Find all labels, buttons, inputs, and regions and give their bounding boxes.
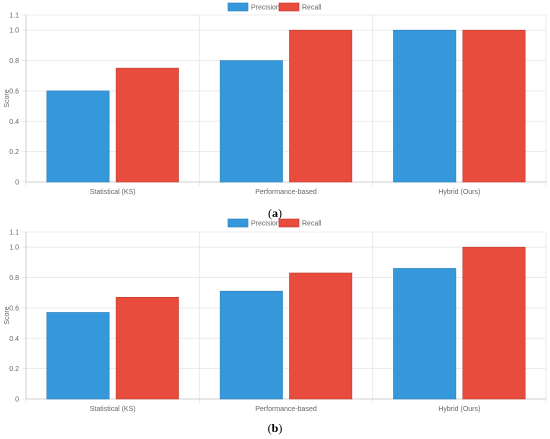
- x-tick-label: Hybrid (Ours): [438, 406, 480, 413]
- y-tick-label: 0.2: [9, 149, 19, 156]
- bar-precision-2: [219, 60, 283, 183]
- x-tick-label: Performance-based: [255, 406, 317, 413]
- bar-recall-3: [462, 246, 526, 400]
- y-tick-label: 0.4: [9, 119, 19, 126]
- bar-recall-2: [289, 272, 353, 400]
- legend-swatch-precision: [227, 2, 249, 12]
- bar-precision-1: [46, 312, 110, 400]
- y-tick-label: 0: [15, 397, 19, 404]
- y-axis-label: Score: [4, 89, 11, 107]
- y-tick-label: 0.8: [9, 58, 19, 65]
- bar-recall-1: [115, 67, 179, 183]
- y-tick-label: 1.0: [9, 28, 19, 35]
- bar-precision-3: [393, 268, 457, 400]
- y-tick-label: 0.8: [9, 275, 19, 282]
- y-tick-label: 0.4: [9, 336, 19, 343]
- bar-recall-1: [115, 296, 179, 400]
- bar-precision-3: [393, 29, 457, 183]
- y-axis-label: Score: [4, 306, 11, 324]
- chart-b: 0 0.2 0.4 0.6 0.8 1.0 1.1 Statistical (KS) Perfo…: [4, 218, 547, 413]
- legend-swatch-recall: [278, 218, 300, 228]
- x-tick-label: Statistical (KS): [90, 189, 136, 196]
- chart-a: 0 0.2 0.4 0.6 0.8 1.0 1.1 Statistical (KS) Perfo…: [4, 2, 547, 196]
- y-tick-label: 0: [15, 180, 19, 187]
- bar-precision-1: [46, 90, 110, 183]
- bar-recall-3: [462, 29, 526, 183]
- y-tick-label: 0.6: [9, 88, 19, 95]
- y-tick-label: 0.2: [9, 366, 19, 373]
- legend-swatch-precision: [227, 218, 249, 228]
- y-tick-label: 0.6: [9, 305, 19, 312]
- caption-b: (b): [267, 421, 283, 435]
- legend-label-recall: Recall: [302, 5, 322, 12]
- legend-label-recall: Recall: [302, 221, 322, 228]
- x-tick-label: Hybrid (Ours): [438, 189, 480, 196]
- x-tick-label: Performance-based: [255, 189, 317, 196]
- caption-a: (a): [268, 206, 282, 220]
- legend-swatch-recall: [278, 2, 300, 12]
- bar-recall-2: [289, 29, 353, 183]
- bar-precision-2: [219, 290, 283, 400]
- legend-label-precision: Precision: [251, 221, 280, 228]
- y-tick-label: 1.0: [9, 245, 19, 252]
- x-tick-label: Statistical (KS): [90, 406, 136, 413]
- y-tick-label: 1.1: [9, 230, 19, 237]
- legend-label-precision: Precision: [251, 5, 280, 12]
- y-tick-label: 1.1: [9, 13, 19, 20]
